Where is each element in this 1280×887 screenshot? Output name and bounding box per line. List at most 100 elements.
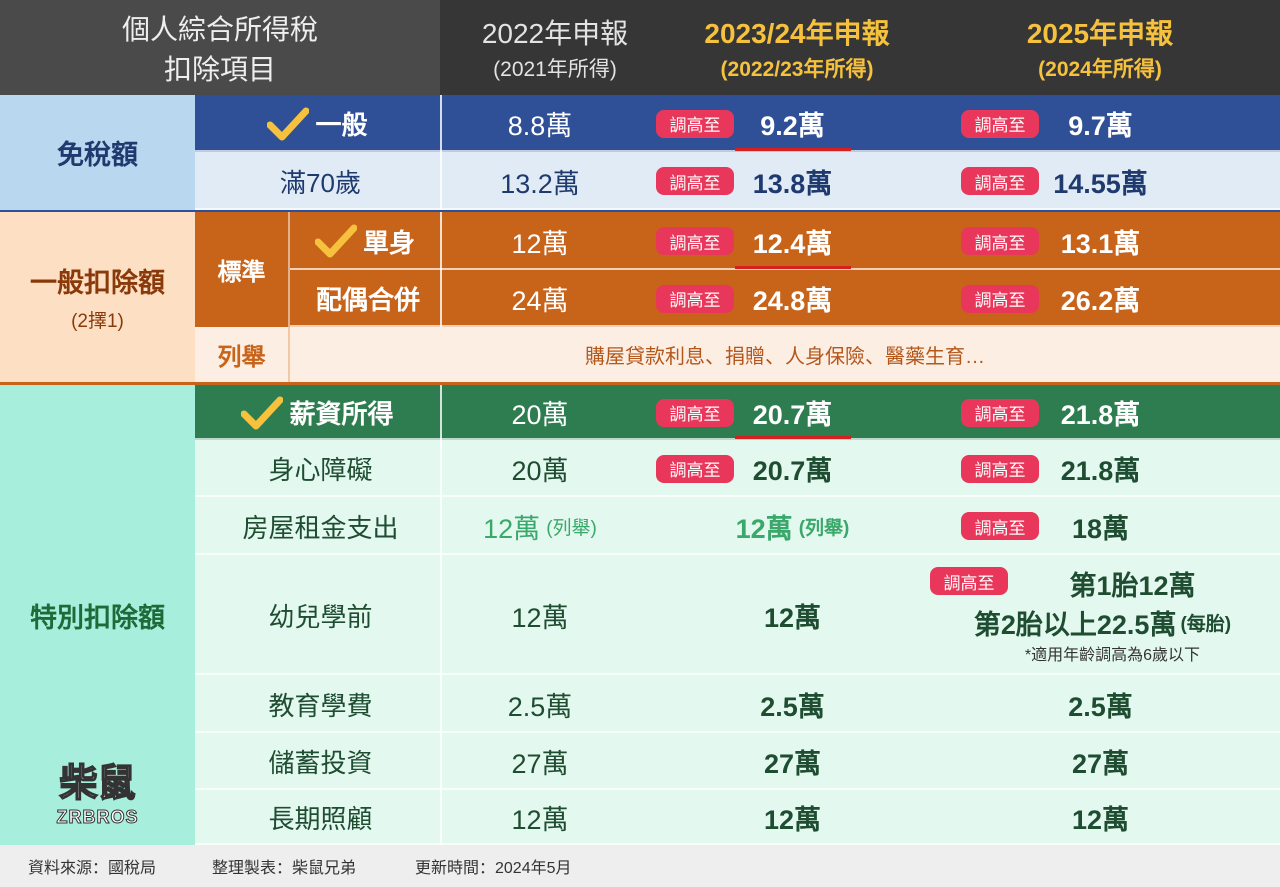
item-cell: 單身 (290, 212, 440, 270)
section-label: 一般扣除額 (30, 268, 165, 298)
footer-text: 資料來源：國稅局 (28, 860, 157, 877)
col-divider (440, 497, 442, 555)
column-income: (2024年所得) (1038, 58, 1162, 81)
check-icon (314, 224, 357, 258)
section-separator (0, 382, 1280, 385)
row-bg (195, 555, 1280, 675)
col-divider (440, 675, 442, 733)
item-cell: 身心障礙 (195, 440, 440, 497)
raise-pill: 調高至 (961, 512, 1039, 540)
value: 12.4萬 (752, 228, 833, 259)
raise-pill: 調高至 (656, 227, 734, 255)
footer-text: 更新時間：2024年5月 (415, 860, 572, 877)
item-label: 滿70歲 (280, 167, 361, 198)
row-bg (195, 790, 1280, 845)
item-label: 房屋租金支出 (242, 512, 399, 543)
item-label: 幼兒學前 (268, 601, 373, 632)
value-cell: 8.8萬 (440, 95, 640, 152)
value-cell: 27萬 (693, 733, 893, 790)
raise-pill: 調高至 (656, 109, 734, 138)
row-bg (195, 733, 1280, 790)
section-label-bg: 一般扣除額 (2擇1) (0, 212, 195, 382)
raise-pill: 調高至 (961, 454, 1039, 483)
value: 8.8萬 (507, 111, 573, 141)
value: 14.55萬 (1053, 168, 1148, 199)
footnote: *適用年齡調高為6歲以下 (1024, 647, 1201, 664)
value: 18萬 (1071, 513, 1130, 544)
raise-pill: 調高至 (930, 567, 1008, 595)
item-label: 配偶合併 (315, 285, 420, 315)
value-cell: 27萬 (1001, 733, 1201, 790)
item-cell: 長期照顧 (195, 790, 440, 845)
value-line: 第2胎以上22.5萬 (每胎) (925, 603, 1280, 641)
value-cell: 2.5萬 (440, 675, 640, 733)
check-icon (267, 107, 310, 140)
raise-pill: 調高至 (961, 227, 1039, 255)
value-note: (每胎) (1180, 613, 1232, 635)
item-cell: 幼兒學前 (195, 555, 440, 675)
value-cell: 20.7萬 (693, 385, 893, 440)
value: 27萬 (763, 749, 822, 779)
item-cell: 房屋租金支出 (195, 497, 440, 555)
item-cell: 教育學費 (195, 675, 440, 733)
value: 20萬 (511, 456, 569, 486)
item-label: 教育學費 (268, 690, 373, 721)
col-divider (440, 152, 442, 210)
row-bg (195, 270, 1280, 327)
column-year: 2022年申報 (481, 18, 629, 49)
raise-pill: 調高至 (961, 109, 1039, 138)
header-title: 扣除項目 (163, 54, 276, 85)
section-label: 免稅額 (57, 140, 138, 170)
value-cell: 21.8萬 (1001, 385, 1201, 440)
section-separator (0, 210, 1280, 212)
column-income: (2021年所得) (493, 58, 617, 81)
value-cell: 13.1萬 (1001, 212, 1201, 270)
item-cell: 配偶合併 (290, 270, 440, 327)
column-year: 2025年申報 (1026, 18, 1174, 49)
item-label: 身心障礙 (268, 455, 373, 485)
value-cell: 9.2萬 (693, 95, 893, 152)
value: 20萬 (511, 400, 569, 430)
logo-name: 柴鼠 (59, 762, 137, 806)
value-cell: 14.55萬 (1001, 152, 1201, 210)
footer-bg (0, 845, 1280, 887)
section-note: (2擇1) (71, 311, 124, 332)
value-cell: 12萬 (440, 790, 640, 845)
value-cell: 12萬 (列舉) (693, 497, 893, 555)
value-cell: 9.7萬 (1001, 95, 1201, 152)
value: 12萬 (483, 513, 541, 544)
value-cell: 26.2萬 (1001, 270, 1201, 327)
value: 20.7萬 (752, 400, 833, 430)
column-income: (2022/23年所得) (720, 58, 874, 81)
section-label-bg: 特別扣除額 (0, 385, 195, 845)
value: 2.5萬 (760, 691, 825, 722)
value-cell: 20萬 (440, 440, 640, 497)
check-icon (241, 396, 284, 429)
value-line2: 第2胎以上22.5萬 (973, 609, 1177, 640)
value: 2.5萬 (1068, 691, 1133, 722)
underline (734, 148, 851, 151)
raise-pill: 調高至 (961, 167, 1039, 195)
item-label: 儲蓄投資 (268, 748, 373, 778)
raise-pill: 調高至 (656, 167, 734, 195)
value: 12萬 (1071, 805, 1130, 835)
value: 12萬 (763, 805, 822, 835)
value: 21.8萬 (1060, 456, 1141, 486)
item-label: 薪資所得 (289, 399, 394, 429)
value: 13.8萬 (752, 168, 833, 199)
item-cell: 滿70歲 (195, 152, 440, 210)
value: 12萬 (511, 602, 569, 633)
value: 26.2萬 (1060, 286, 1141, 316)
col-divider (440, 790, 442, 845)
raise-pill: 調高至 (656, 398, 734, 427)
logo-sub: ZRBROS (56, 807, 139, 828)
value: 20.7萬 (752, 456, 833, 486)
value: 12萬 (511, 805, 569, 835)
value-note: (列舉) (546, 517, 597, 539)
col-divider (440, 212, 442, 270)
col-divider (440, 733, 442, 790)
value: 13.2萬 (500, 168, 580, 199)
value-line: 第1胎12萬 (1069, 570, 1196, 601)
col-divider (440, 95, 442, 152)
row-bg (195, 95, 1280, 152)
